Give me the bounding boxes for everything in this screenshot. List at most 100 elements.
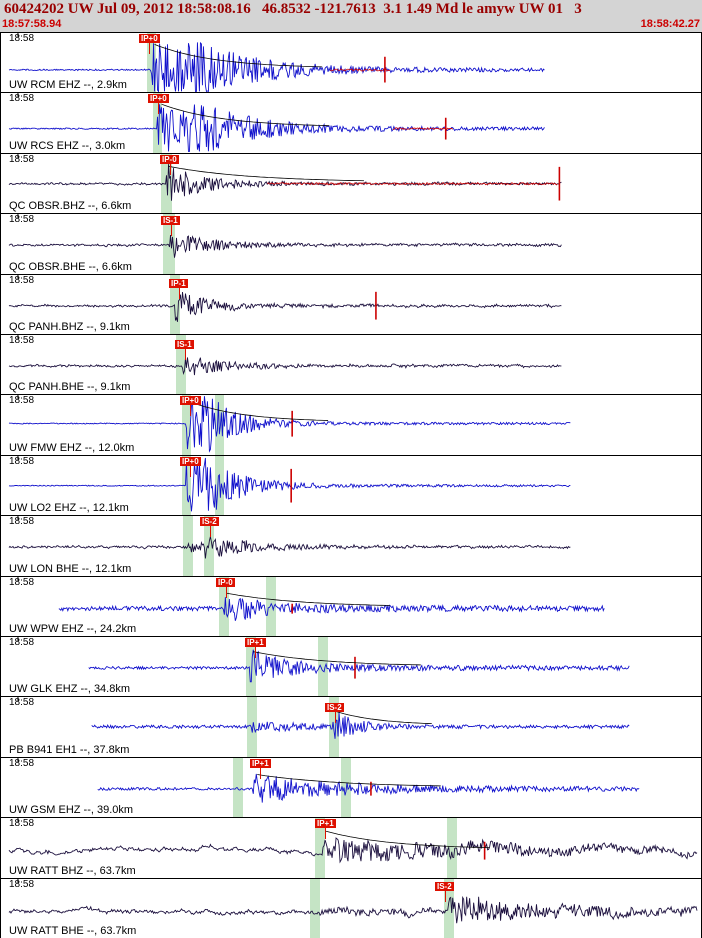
trace-panel[interactable]: IP-1 18:58 QC PANH.BHZ --, 9.1km	[1, 274, 701, 336]
window-end-time: 18:58:42.27	[640, 18, 700, 30]
pick-flag[interactable]: IP+1	[250, 758, 271, 768]
coda-duration-overlay	[267, 181, 558, 186]
pick-flag[interactable]: IP+0	[148, 94, 169, 104]
panel-time-label: 18:58	[9, 455, 35, 467]
panel-time-label: 18:58	[9, 274, 35, 286]
panel-time-label: 18:58	[9, 93, 35, 105]
coda-envelope-curve	[257, 774, 441, 787]
waveform-canvas[interactable]	[1, 93, 701, 153]
pick-flag[interactable]: IS-1	[175, 340, 194, 350]
waveform-canvas[interactable]	[1, 395, 701, 454]
waveform-canvas[interactable]	[1, 33, 701, 93]
waveform-trace[interactable]	[8, 104, 545, 153]
trace-panel[interactable]: IS-2 18:58 UW RATT BHE --, 63.7km	[1, 878, 701, 938]
waveform-trace[interactable]	[8, 163, 562, 201]
pick-stem	[170, 163, 171, 175]
pick-flag[interactable]: IS-2	[200, 517, 219, 527]
pick-stem	[179, 287, 180, 299]
panel-time-label: 18:58	[9, 757, 35, 769]
coda-duration-overlay	[329, 68, 390, 72]
station-label: QC PANH.BHZ --, 9.1km	[9, 321, 130, 334]
pick-stem	[325, 828, 326, 840]
panel-time-label: 18:58	[9, 878, 35, 890]
pick-stem	[185, 349, 186, 361]
waveform-trace[interactable]	[8, 41, 545, 93]
panel-time-label: 18:58	[9, 637, 35, 649]
pick-stem	[255, 647, 256, 659]
pick-flag[interactable]: IP+0	[139, 34, 160, 43]
station-label: UW LO2 EHZ --, 12.1km	[9, 502, 129, 515]
waveform-canvas[interactable]	[1, 274, 701, 334]
coda-envelope-curve	[154, 44, 323, 68]
panel-time-label: 18:58	[9, 576, 35, 588]
waveform-trace[interactable]	[8, 291, 562, 322]
pick-stem	[210, 526, 211, 538]
station-label: UW RCM EHZ --, 2.9km	[9, 79, 127, 92]
trace-panel[interactable]: IS-1 18:58 QC PANH.BHE --, 9.1km	[1, 335, 701, 396]
coda-envelope-curve	[253, 651, 421, 666]
coda-envelope-curve	[325, 831, 490, 849]
pick-flag[interactable]: IS-1	[161, 216, 180, 226]
station-label: PB B941 EH1 --, 37.8km	[9, 743, 130, 756]
trace-panel[interactable]: IP-0 18:58 UW WPW EHZ --, 24.2km	[1, 576, 701, 638]
coda-envelope-curve	[188, 401, 329, 422]
station-label: QC OBSR.BHZ --, 6.6km	[9, 200, 132, 213]
waveform-trace[interactable]	[8, 235, 562, 258]
waveform-trace[interactable]	[88, 649, 630, 683]
waveform-trace[interactable]	[8, 895, 698, 923]
pick-stem	[445, 890, 446, 902]
pick-flag[interactable]: IP+1	[245, 638, 266, 648]
trace-panel[interactable]: IP+0 18:58 UW LO2 EHZ --, 12.1km	[1, 455, 701, 517]
event-summary-header: 60424202 UW Jul 09, 2012 18:58:08.16 46.…	[4, 1, 582, 17]
coda-envelope-curve	[226, 592, 390, 606]
panel-time-label: 18:58	[9, 214, 35, 226]
trace-panel[interactable]: IS-2 18:58 UW LON BHE --, 12.1km	[1, 516, 701, 577]
waveform-canvas[interactable]	[1, 335, 701, 394]
pick-stem	[171, 225, 172, 237]
waveform-canvas[interactable]	[1, 214, 701, 273]
trace-panel[interactable]: IP+1 18:58 UW GSM EHZ --, 39.0km	[1, 757, 701, 819]
waveform-trace[interactable]	[8, 457, 571, 512]
trace-panel[interactable]: IP+1 18:58 UW GLK EHZ --, 34.8km	[1, 637, 701, 698]
waveform-canvas[interactable]	[1, 818, 701, 877]
trace-panel[interactable]: IP+0 18:58 UW FMW EHZ --, 12.0km	[1, 395, 701, 456]
waveform-trace[interactable]	[91, 712, 630, 740]
waveform-canvas[interactable]	[1, 878, 701, 938]
trace-panel[interactable]: IP-0 18:58 QC OBSR.BHZ --, 6.6km	[1, 153, 701, 215]
waveform-trace[interactable]	[8, 837, 698, 864]
pick-flag[interactable]: IP-0	[216, 577, 235, 587]
trace-panel[interactable]: IP+0 18:58 UW RCM EHZ --, 2.9km	[1, 33, 701, 94]
waveform-trace[interactable]	[8, 396, 571, 454]
trace-panel[interactable]: IP+1 18:58 UW RATT BHZ --, 63.7km	[1, 818, 701, 879]
pick-stem	[226, 586, 227, 598]
waveform-trace[interactable]	[58, 596, 605, 621]
time-window-bar: 18:57:58.94 18:58:42.27	[0, 18, 702, 32]
pick-flag[interactable]: IP-0	[160, 154, 179, 164]
waveform-canvas[interactable]	[1, 697, 701, 756]
panel-time-label: 18:58	[9, 335, 35, 347]
pick-stem	[190, 465, 191, 477]
waveform-canvas[interactable]	[1, 576, 701, 636]
trace-panel[interactable]: IP+0 18:58 UW RCS EHZ --, 3.0km	[1, 93, 701, 154]
trace-panel[interactable]: IS-1 18:58 QC OBSR.BHE --, 6.6km	[1, 214, 701, 275]
pick-flag[interactable]: IP+0	[180, 396, 201, 406]
pick-flag[interactable]: IP-1	[169, 278, 188, 288]
pick-flag[interactable]: IP+1	[315, 819, 336, 829]
waveform-trace[interactable]	[8, 536, 571, 559]
waveform-canvas[interactable]	[1, 757, 701, 817]
station-label: QC PANH.BHE --, 9.1km	[9, 381, 131, 394]
panel-time-label: 18:58	[9, 395, 35, 407]
pick-flag[interactable]: IS-2	[325, 703, 344, 713]
pick-flag[interactable]: IS-2	[435, 881, 454, 891]
waveform-trace[interactable]	[8, 357, 562, 376]
waveform-trace[interactable]	[97, 773, 640, 803]
waveform-canvas[interactable]	[1, 516, 701, 575]
waveform-canvas[interactable]	[1, 153, 701, 213]
waveform-canvas[interactable]	[1, 637, 701, 696]
coda-envelope-curve	[168, 165, 364, 181]
station-label: UW GSM EHZ --, 39.0km	[9, 804, 134, 817]
trace-panel[interactable]: IS-2 18:58 PB B941 EH1 --, 37.8km	[1, 697, 701, 758]
waveform-canvas[interactable]	[1, 455, 701, 515]
window-start-time: 18:57:58.94	[2, 18, 62, 30]
pick-flag[interactable]: IP+0	[180, 456, 201, 466]
